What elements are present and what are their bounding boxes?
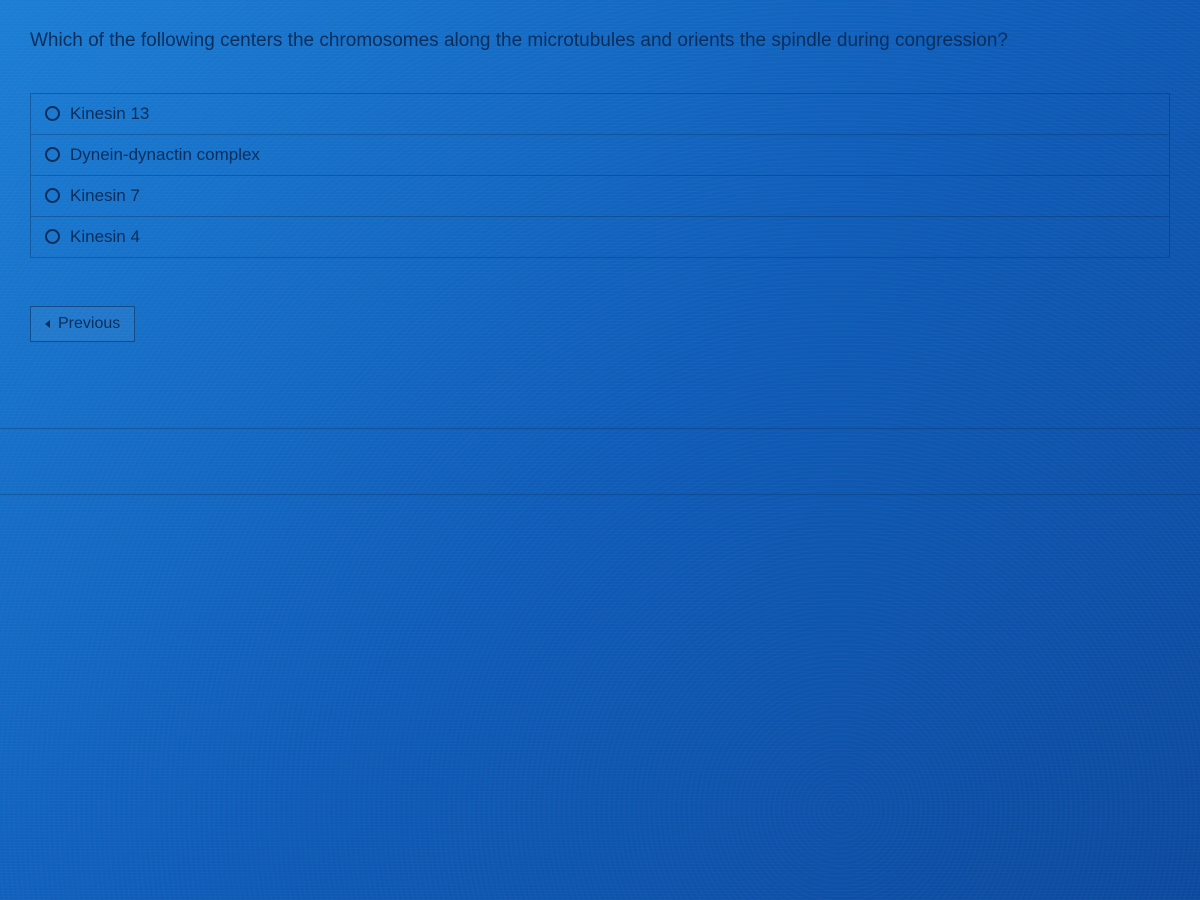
radio-icon	[45, 229, 60, 244]
option-row[interactable]: Kinesin 13	[31, 94, 1169, 135]
option-label: Kinesin 13	[70, 104, 149, 124]
option-row[interactable]: Kinesin 4	[31, 217, 1169, 258]
chevron-left-icon	[45, 320, 50, 328]
previous-button-label: Previous	[58, 315, 120, 333]
options-list: Kinesin 13 Dynein-dynactin complex Kines…	[30, 93, 1170, 258]
radio-icon	[45, 106, 60, 121]
nav-row: Previous	[0, 306, 1200, 342]
question-text: Which of the following centers the chrom…	[30, 28, 1170, 55]
radio-icon	[45, 147, 60, 162]
horizontal-divider	[0, 494, 1200, 495]
option-label: Kinesin 4	[70, 227, 140, 247]
previous-button[interactable]: Previous	[30, 306, 135, 342]
option-row[interactable]: Dynein-dynactin complex	[31, 135, 1169, 176]
question-container: Which of the following centers the chrom…	[0, 0, 1200, 258]
horizontal-divider	[0, 428, 1200, 429]
radio-icon	[45, 188, 60, 203]
option-label: Kinesin 7	[70, 186, 140, 206]
option-row[interactable]: Kinesin 7	[31, 176, 1169, 217]
option-label: Dynein-dynactin complex	[70, 145, 260, 165]
